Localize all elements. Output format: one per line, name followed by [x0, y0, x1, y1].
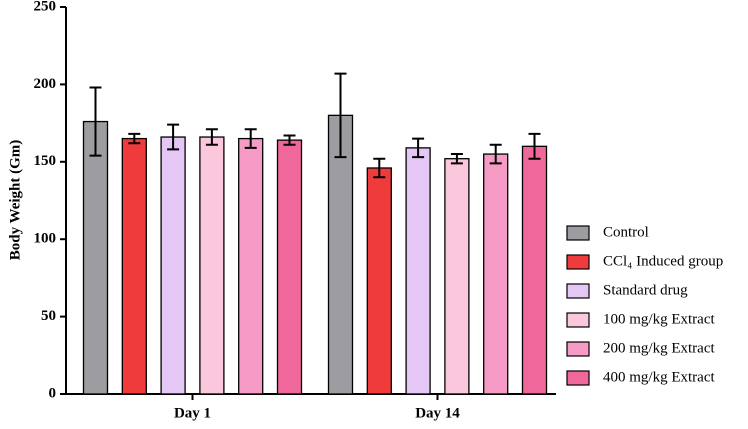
- legend-label: CCl₄ Induced group: [603, 253, 723, 269]
- error-bar: [373, 157, 386, 179]
- bar: [199, 136, 225, 395]
- bar: [82, 120, 109, 395]
- legend-swatch: [566, 283, 590, 299]
- x-tick-label: Day 1: [174, 405, 211, 421]
- legend-swatch: [566, 341, 590, 357]
- y-tick-label: 250: [34, 0, 57, 14]
- y-tick-label: 0: [49, 385, 57, 401]
- bar: [483, 153, 509, 395]
- error-bar: [412, 137, 425, 159]
- error-bar: [244, 128, 257, 149]
- error-bar: [167, 123, 180, 151]
- y-tick-label: 100: [34, 231, 57, 247]
- bar: [405, 147, 431, 395]
- error-bar: [528, 132, 541, 160]
- y-tick-label: 50: [41, 308, 56, 324]
- error-bar: [283, 134, 296, 146]
- legend-swatch: [566, 225, 590, 241]
- error-bar: [489, 143, 502, 165]
- bar: [366, 167, 392, 395]
- bar: [121, 137, 147, 395]
- legend-swatch: [566, 312, 590, 328]
- bar: [160, 136, 186, 395]
- bar: [444, 158, 470, 395]
- legend-label: Standard drug: [603, 282, 688, 298]
- legend-label: 100 mg/kg Extract: [603, 311, 715, 327]
- y-tick-label: 200: [34, 76, 57, 92]
- error-bar: [205, 128, 218, 146]
- legend-swatch: [566, 370, 590, 386]
- error-bar: [89, 86, 102, 157]
- bar: [521, 145, 548, 395]
- error-bar: [334, 72, 347, 159]
- x-tick-label: Day 14: [415, 405, 460, 421]
- legend-label: 400 mg/kg Extract: [603, 369, 715, 385]
- error-bar: [450, 153, 463, 165]
- legend-label: Control: [603, 224, 649, 240]
- legend-swatch: [566, 254, 590, 270]
- bar: [276, 139, 303, 395]
- bar: [238, 137, 264, 395]
- y-tick-label: 150: [34, 153, 57, 169]
- y-axis-label: Body Weight (Gm): [7, 140, 23, 261]
- legend-label: 200 mg/kg Extract: [603, 340, 715, 356]
- bar: [327, 114, 354, 395]
- error-bar: [128, 132, 141, 145]
